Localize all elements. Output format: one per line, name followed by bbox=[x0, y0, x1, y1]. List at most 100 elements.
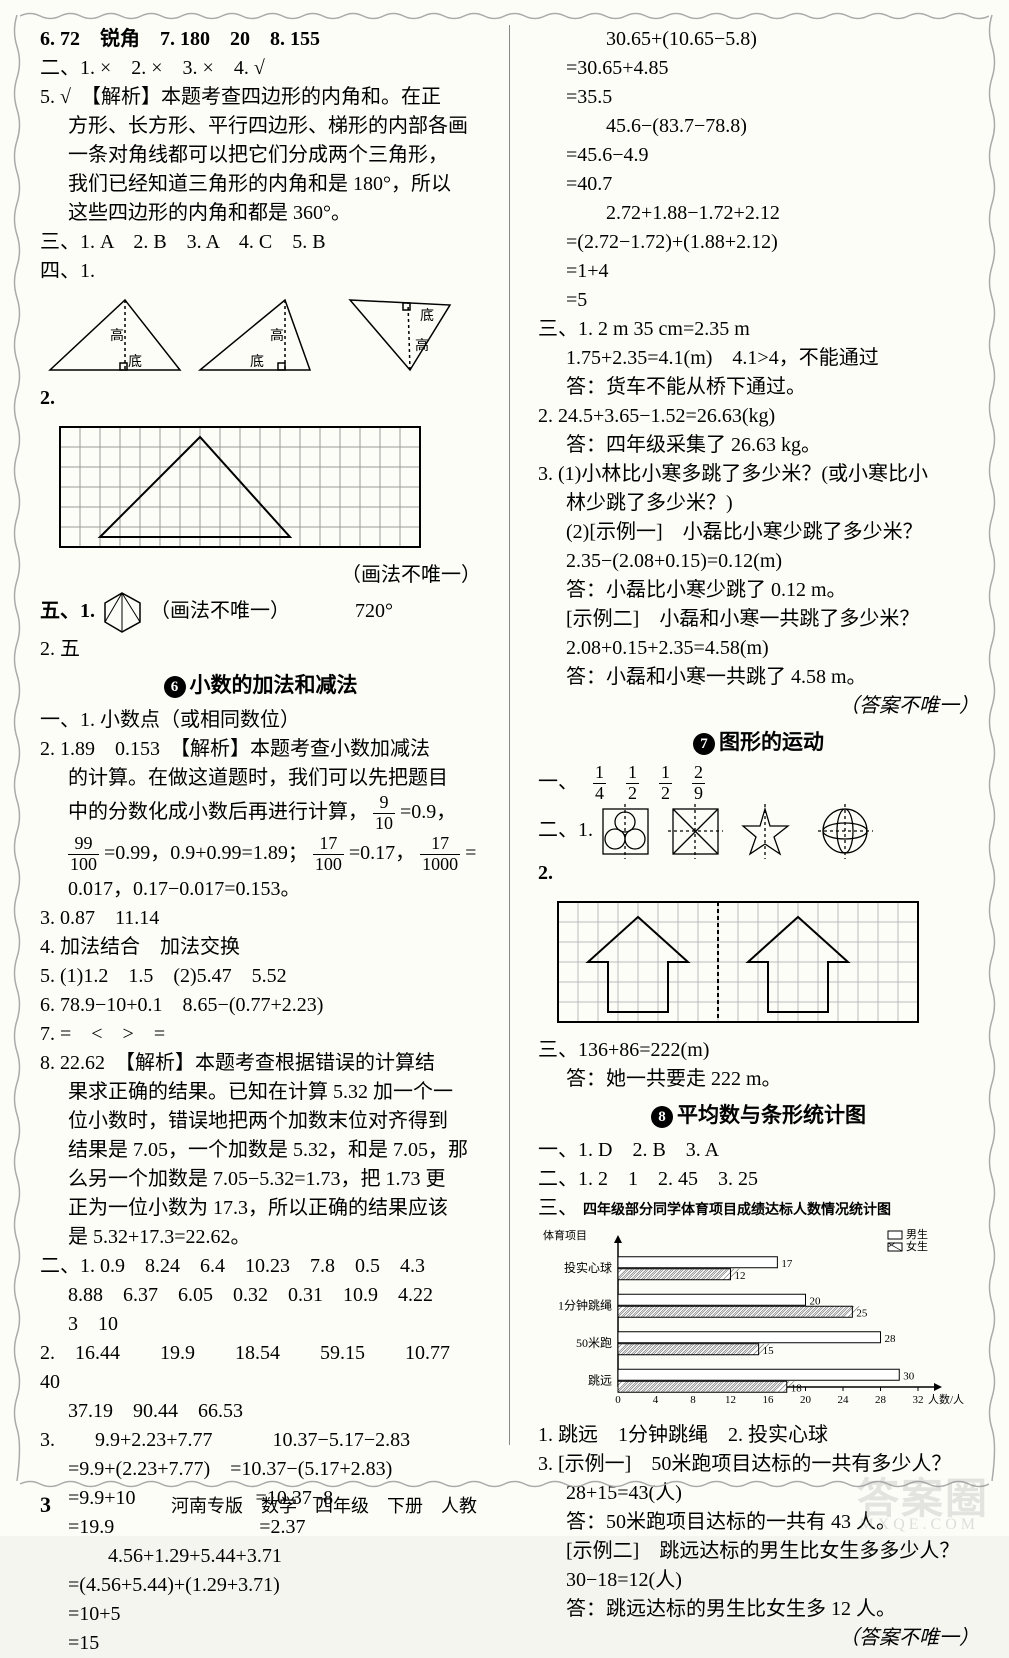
column-divider bbox=[509, 25, 510, 1445]
text-line: 林少跳了多少米？) bbox=[538, 489, 979, 518]
text-line: 三、1. A 2. B 3. A 4. C 5. B bbox=[40, 228, 481, 257]
svg-text:体育项目: 体育项目 bbox=[543, 1228, 587, 1242]
text-line: 30−18=12(人) bbox=[538, 1566, 979, 1595]
text-line: 2. 1.89 0.153 【解析】本题考查小数加减法 bbox=[40, 735, 481, 764]
text-line: 8.88 6.37 6.05 0.32 0.31 10.9 4.22 bbox=[40, 1281, 481, 1310]
text-line: 正为一位小数为 17.3，所以正确的结果应该 bbox=[40, 1194, 481, 1223]
page-root: 6. 72 锐角 7. 180 20 8. 155 二、1. × 2. × 3.… bbox=[0, 0, 1009, 1536]
text-line: =(2.72−1.72)+(1.88+2.12) bbox=[538, 228, 979, 257]
text-line: 99100 =0.99，0.9+0.99=1.89； 17100 =0.17， … bbox=[40, 834, 481, 875]
text-line: 2.08+0.15+2.35=4.58(m) bbox=[538, 634, 979, 663]
text-line: 答：四年级采集了 26.63 kg。 bbox=[538, 431, 979, 460]
text-line: 3 10 bbox=[40, 1310, 481, 1339]
bar-chart: 体育项目048121620242832人数/人男生女生投实心球17121分钟跳绳… bbox=[538, 1227, 979, 1417]
text-line: 一、1. D 2. B 3. A bbox=[538, 1136, 979, 1165]
svg-text:20: 20 bbox=[800, 1394, 812, 1406]
text-line: 2.35−(2.08+0.15)=0.12(m) bbox=[538, 547, 979, 576]
border-top bbox=[20, 8, 989, 18]
text-line: 3. (1)小林比小寒多跳了多少米？(或小寒比小 bbox=[538, 460, 979, 489]
circle-num-icon: 6 bbox=[164, 676, 186, 698]
svg-text:28: 28 bbox=[875, 1394, 887, 1406]
text-line: [示例二] 跳远达标的男生比女生多多少人？ bbox=[538, 1537, 979, 1566]
text-line: 37.19 90.44 66.53 bbox=[40, 1397, 481, 1426]
fraction: 14 bbox=[593, 763, 606, 804]
svg-text:跳远: 跳远 bbox=[588, 1374, 612, 1388]
grid-arrows-figure bbox=[538, 892, 979, 1032]
two-column-layout: 6. 72 锐角 7. 180 20 8. 155 二、1. × 2. × 3.… bbox=[40, 25, 979, 1445]
svg-text:32: 32 bbox=[913, 1394, 924, 1406]
text-line: 四、1. bbox=[40, 257, 481, 286]
note: （答案不唯一） bbox=[538, 692, 979, 721]
svg-text:30: 30 bbox=[903, 1371, 915, 1383]
text-line: 2.72+1.88−1.72+2.12 bbox=[538, 199, 979, 228]
text-line: 答：货车不能从桥下通过。 bbox=[538, 373, 979, 402]
text-line: 2. bbox=[40, 384, 481, 413]
svg-text:4: 4 bbox=[653, 1394, 659, 1406]
text-line: =45.6−4.9 bbox=[538, 141, 979, 170]
text-line: 2. bbox=[538, 859, 979, 888]
svg-text:24: 24 bbox=[838, 1394, 850, 1406]
triangles-figure: 高 底 高 底 底 高 bbox=[40, 290, 481, 380]
svg-text:0: 0 bbox=[615, 1394, 621, 1406]
svg-text:16: 16 bbox=[763, 1394, 775, 1406]
text-line: 7. = < > = bbox=[40, 1020, 481, 1049]
svg-text:20: 20 bbox=[810, 1296, 822, 1308]
svg-text:投实心球: 投实心球 bbox=[564, 1260, 612, 1275]
value: 720° bbox=[355, 600, 393, 622]
hexagon-icon bbox=[100, 590, 145, 635]
fraction: 29 bbox=[692, 763, 705, 804]
text-line: (2)[示例一] 小磊比小寒少跳了多少米？ bbox=[538, 518, 979, 547]
text-line: 5. (1)1.2 1.5 (2)5.47 5.52 bbox=[40, 962, 481, 991]
text-line: 一、1. 小数点（或相同数位） bbox=[40, 706, 481, 735]
text-line: 2. 五 bbox=[40, 635, 481, 664]
fraction: 12 bbox=[659, 763, 672, 804]
fraction: 17100 bbox=[313, 834, 344, 875]
text-line: =30.65+4.85 bbox=[538, 54, 979, 83]
svg-text:女生: 女生 bbox=[906, 1239, 928, 1253]
note: （画法不唯一） bbox=[150, 600, 290, 622]
svg-text:高: 高 bbox=[110, 327, 124, 344]
svg-text:18: 18 bbox=[791, 1383, 803, 1395]
text-line: 果求正确的结果。已知在计算 5.32 加一个一 bbox=[40, 1078, 481, 1107]
left-column: 6. 72 锐角 7. 180 20 8. 155 二、1. × 2. × 3.… bbox=[40, 25, 481, 1445]
svg-text:15: 15 bbox=[763, 1345, 775, 1357]
text-line: 方形、长方形、平行四边形、梯形的内部各画 bbox=[40, 112, 481, 141]
text-line: 二、1. 2 1 2. 45 3. 25 bbox=[538, 1165, 979, 1194]
text-line: 4. 加法结合 加法交换 bbox=[40, 933, 481, 962]
page-footer: 3 河南专版 数学 四年级 下册 人教 bbox=[40, 1492, 969, 1518]
svg-text:17: 17 bbox=[781, 1258, 793, 1270]
text-line: 的计算。在做这道题时，我们可以先把题目 bbox=[40, 764, 481, 793]
text-line: [示例二] 小磊和小寒一共跳了多少米？ bbox=[538, 605, 979, 634]
text-line: 结果是 7.05，一个加数是 5.32，和是 7.05，那 bbox=[40, 1136, 481, 1165]
text-line: =(4.56+5.44)+(1.29+3.71) bbox=[40, 1571, 481, 1600]
text-line: 答：跳远达标的男生比女生多 12 人。 bbox=[538, 1595, 979, 1624]
circle-num-icon: 7 bbox=[693, 733, 715, 755]
svg-text:50米跑: 50米跑 bbox=[576, 1336, 612, 1350]
text-line: =40.7 bbox=[538, 170, 979, 199]
fraction: 12 bbox=[626, 763, 639, 804]
text-line: 1. 跳远 1分钟跳绳 2. 投实心球 bbox=[538, 1421, 979, 1450]
text-line: 2. 24.5+3.65−1.52=26.63(kg) bbox=[538, 402, 979, 431]
text-line: 一、 14121229 bbox=[538, 763, 979, 804]
svg-text:高: 高 bbox=[415, 337, 429, 354]
text-line: 中的分数化成小数后再进行计算， 910 =0.9， bbox=[40, 793, 481, 834]
symmetry-figures bbox=[598, 804, 898, 859]
text-line: =5 bbox=[538, 286, 979, 315]
section-7-title: 7图形的运动 bbox=[538, 727, 979, 757]
text-line: 4.56+1.29+5.44+3.71 bbox=[40, 1542, 481, 1571]
border-right bbox=[987, 15, 997, 1481]
footer-text: 河南专版 数学 四年级 下册 人教 bbox=[171, 1492, 477, 1518]
text-line: 1.75+2.35=4.1(m) 4.1>4，不能通过 bbox=[538, 344, 979, 373]
text-line: 一条对角线都可以把它们分成两个三角形， bbox=[40, 141, 481, 170]
fraction: 171000 bbox=[420, 834, 460, 875]
text-line: 答：小磊和小寒一共跳了 4.58 m。 bbox=[538, 663, 979, 692]
chart-title: 四年级部分同学体育项目成绩达标人数情况统计图 bbox=[583, 1203, 891, 1218]
text-line: =9.9+(2.23+7.77) =10.37−(5.17+2.83) bbox=[40, 1455, 481, 1484]
text-line: =15 bbox=[40, 1629, 481, 1658]
text-line: 2. 16.44 19.9 18.54 59.15 10.77 40 bbox=[40, 1339, 481, 1397]
text-line: 5. √ 【解析】本题考查四边形的内角和。在正 bbox=[40, 83, 481, 112]
page-number: 3 bbox=[40, 1492, 51, 1518]
svg-text:高: 高 bbox=[270, 327, 284, 344]
text-line: 三、 四年级部分同学体育项目成绩达标人数情况统计图 bbox=[538, 1194, 979, 1223]
text-line: 3. 9.9+2.23+7.77 10.37−5.17−2.83 bbox=[40, 1426, 481, 1455]
